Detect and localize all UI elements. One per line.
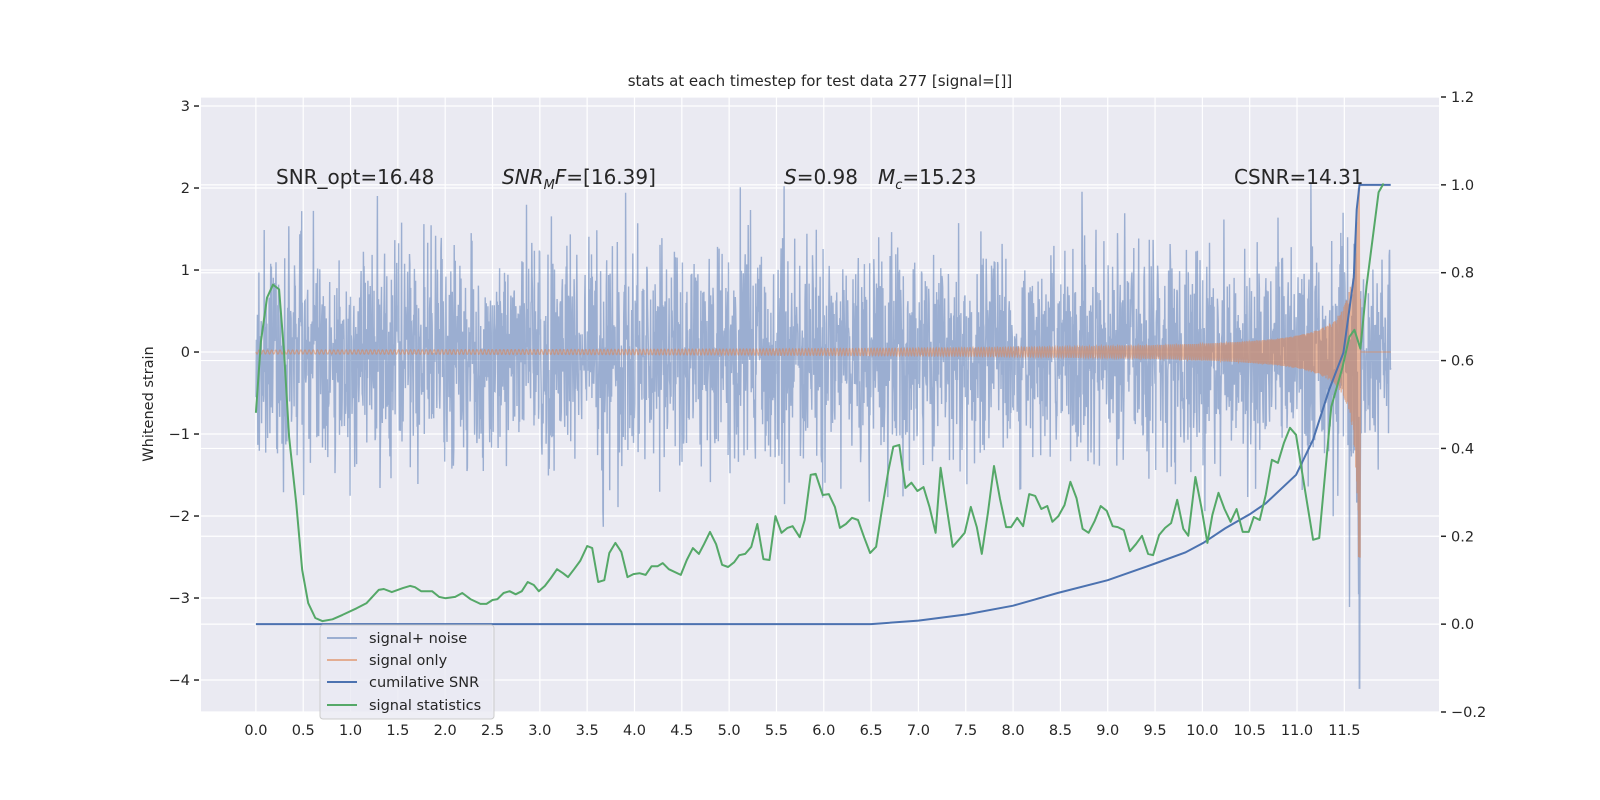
y-left-tick-label: −1 xyxy=(169,427,190,443)
annotation-mc-value: =15.23 xyxy=(902,165,976,189)
x-tick-label: 3.0 xyxy=(528,723,551,739)
annotation-csnr: CSNR=14.31 xyxy=(1234,165,1364,189)
annotation-snr-mf-main: SNR xyxy=(502,165,544,189)
annotation-snr-opt: SNR_opt=16.48 xyxy=(276,165,434,189)
x-tick-label: 5.0 xyxy=(718,723,741,739)
x-tick-label: 6.5 xyxy=(860,723,883,739)
x-tick-label: 4.0 xyxy=(623,723,646,739)
annotation-snr-mf-sub: M xyxy=(544,178,555,193)
x-tick-label: 7.0 xyxy=(907,723,930,739)
chart-title: stats at each timestep for test data 277… xyxy=(628,72,1013,90)
x-tick-label: 5.5 xyxy=(765,723,788,739)
annotation-mc: Mc=15.23 xyxy=(878,165,976,193)
y-right-tick-label: 0.0 xyxy=(1451,617,1474,633)
x-tick-label: 9.0 xyxy=(1096,723,1119,739)
x-tick-label: 11.5 xyxy=(1328,723,1360,739)
x-tick-label: 9.5 xyxy=(1144,723,1167,739)
annotation-s: S=0.98 xyxy=(784,165,858,189)
y-left-tick-label: −2 xyxy=(169,509,190,525)
x-tick-label: 6.0 xyxy=(812,723,835,739)
annotation-s-symbol: S xyxy=(784,165,797,189)
x-tick-label: 3.5 xyxy=(576,723,599,739)
x-tick-label: 1.0 xyxy=(339,723,362,739)
y-right-tick-label: 0.4 xyxy=(1451,441,1474,457)
y-left-tick-label: −3 xyxy=(169,591,190,607)
y-left-tick-label: −4 xyxy=(169,673,190,689)
y-right-tick-label: 1.0 xyxy=(1451,178,1474,194)
annotation-mc-symbol: M xyxy=(878,165,895,189)
legend-label-stats: signal statistics xyxy=(369,698,481,714)
y-right-tick-label: −0.2 xyxy=(1451,705,1486,721)
plot-marks xyxy=(254,182,1392,689)
x-tick-label: 0.0 xyxy=(244,723,267,739)
signal-statistics-line xyxy=(254,183,1385,623)
annotation-snr-mf-rest: F xyxy=(555,165,567,189)
y-right-tick-label: 0.2 xyxy=(1451,529,1474,545)
x-tick-label: 2.5 xyxy=(481,723,504,739)
signal-only-line xyxy=(255,187,1391,558)
y-left-tick-label: 2 xyxy=(181,181,190,197)
y-left-tick-label: 3 xyxy=(181,99,190,115)
y-left-tick-label: 0 xyxy=(181,345,190,361)
legend: signal+ noise signal only cumilative SNR… xyxy=(319,624,495,720)
y-right-tick-label: 0.8 xyxy=(1451,266,1474,282)
annotation-snr-mf: SNRMF=[16.39] xyxy=(502,165,656,193)
y-left-tick-label: 1 xyxy=(181,263,190,279)
x-tick-label: 11.0 xyxy=(1281,723,1313,739)
cumulative-snr-line xyxy=(255,183,1391,626)
x-tick-label: 0.5 xyxy=(292,723,315,739)
y-right-tick-label: 1.2 xyxy=(1451,90,1474,106)
x-tick-label: 4.5 xyxy=(670,723,693,739)
axis-ticks: 0.0 0.5 1.0 1.5 2.0 2.5 3.0 3.5 4.0 4.5 5.0 5.5 6.0 6… xyxy=(169,90,1487,739)
signal-noise-line xyxy=(255,182,1392,689)
y-axis-label: Whitened strain xyxy=(141,346,157,461)
x-tick-label: 10.5 xyxy=(1234,723,1266,739)
x-tick-label: 7.5 xyxy=(954,723,977,739)
x-tick-label: 1.5 xyxy=(386,723,409,739)
x-tick-label: 8.0 xyxy=(1002,723,1025,739)
annotations: SNR_opt=16.48 SNRMF=[16.39] S=0.98 Mc=15… xyxy=(276,165,1364,193)
y-right-tick-label: 0.6 xyxy=(1451,354,1474,370)
legend-box xyxy=(319,624,495,720)
x-tick-label: 10.0 xyxy=(1186,723,1218,739)
annotation-s-value: =0.98 xyxy=(797,165,858,189)
legend-label-signal: signal only xyxy=(369,653,448,669)
legend-label-noise: signal+ noise xyxy=(369,631,467,647)
annotation-snr-mf-value: =[16.39] xyxy=(566,165,656,189)
x-tick-label: 2.0 xyxy=(434,723,457,739)
legend-label-csnr: cumilative SNR xyxy=(369,675,479,691)
x-tick-label: 8.5 xyxy=(1049,723,1072,739)
annotation-mc-sub: c xyxy=(895,178,902,193)
